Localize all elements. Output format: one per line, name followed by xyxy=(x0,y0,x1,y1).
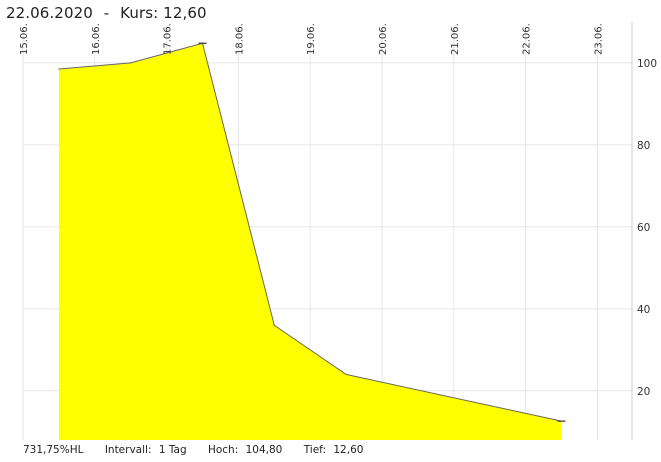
x-tick-label: 15.06. xyxy=(19,23,30,55)
footer-high-label: Hoch: xyxy=(207,444,239,456)
area-fill xyxy=(58,43,562,440)
footer-interval-value: 1 Tag xyxy=(158,444,187,456)
y-tick-label: 100 xyxy=(637,58,657,70)
x-tick-label: 21.06. xyxy=(450,23,461,55)
data-point xyxy=(345,373,347,376)
data-point xyxy=(273,324,275,326)
header-separator: - xyxy=(103,4,110,22)
footer-high-value: 104,80 xyxy=(245,444,283,456)
header-date: 22.06.2020 xyxy=(6,4,93,22)
footer-low-value: 12,60 xyxy=(333,444,364,456)
chart-header: 22.06.2020 - Kurs: 12,60 xyxy=(6,4,207,22)
y-tick-label: 40 xyxy=(637,304,650,316)
header-price-value: 12,60 xyxy=(163,4,207,22)
x-tick-label: 17.06. xyxy=(163,23,174,55)
x-tick-label: 19.06. xyxy=(306,23,317,55)
x-tick-label: 22.06. xyxy=(522,23,533,55)
x-tick-label: 16.06. xyxy=(91,23,102,55)
x-axis-labels: 15.06. 16.06. 17.06. 18.06. 19.06. 20.06. 21.0… xyxy=(19,23,604,55)
data-point xyxy=(130,62,132,64)
y-tick-label: 60 xyxy=(637,222,650,234)
footer-low-label: Tief: xyxy=(303,444,327,456)
x-tick-label: 23.06. xyxy=(593,23,604,55)
y-tick-label: 20 xyxy=(637,386,650,398)
data-point xyxy=(58,68,60,70)
header-price-label: Kurs: xyxy=(120,4,159,22)
y-tick-label: 80 xyxy=(637,140,650,152)
footer-interval-label: Intervall: xyxy=(104,444,152,456)
series-line xyxy=(58,42,562,422)
footer-performance: 731,75%HL xyxy=(23,444,84,456)
chart-area-series xyxy=(58,42,566,440)
chart-footer: 731,75%HL Intervall: 1 Tag Hoch: 104,80 … xyxy=(23,444,381,456)
y-axis-labels: 20 40 60 80 100 xyxy=(637,58,657,398)
x-tick-label: 18.06. xyxy=(234,23,245,55)
x-tick-label: 20.06. xyxy=(378,23,389,55)
